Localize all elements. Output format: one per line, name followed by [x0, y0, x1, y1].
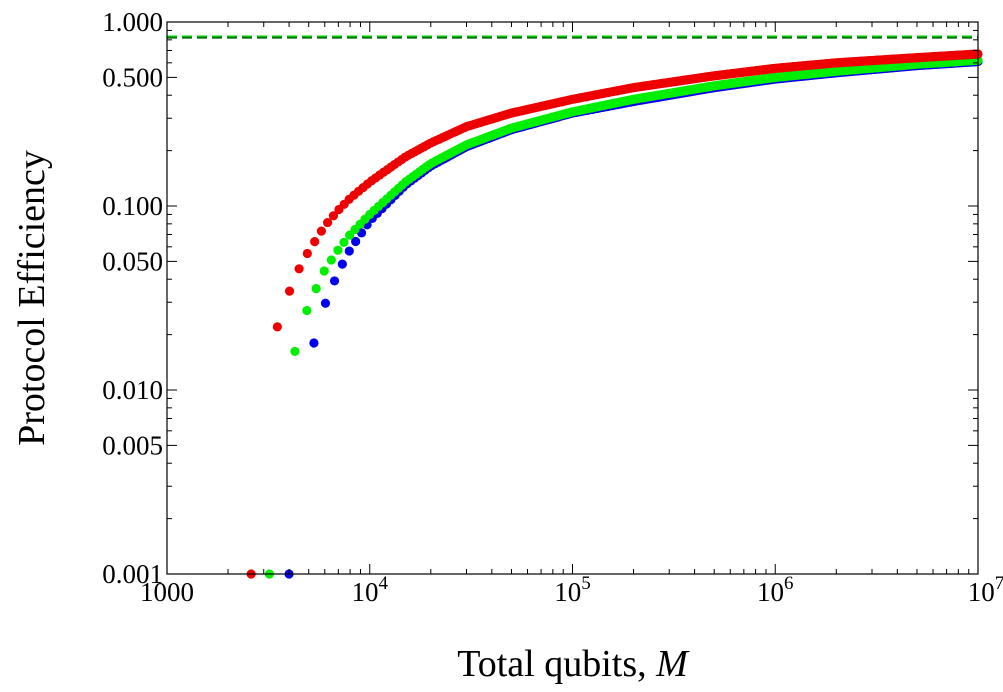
- data-point: [302, 305, 312, 316]
- y-tick-label: 0.010: [102, 375, 163, 405]
- x-tick-label: 107: [968, 573, 1003, 607]
- y-axis-label: Protocol Efficiency: [11, 150, 53, 446]
- data-point: [302, 248, 312, 259]
- tick-marks: [166, 22, 978, 575]
- data-point: [319, 266, 329, 276]
- x-axis-label-variable: M: [655, 643, 690, 685]
- y-tick-label: 0.100: [102, 191, 163, 221]
- x-tick-labels: 1000 104 105 106 107: [140, 573, 1003, 607]
- y-tick-label: 0.050: [102, 246, 163, 276]
- data-point: [326, 255, 336, 265]
- data-point: [333, 245, 343, 255]
- data-point: [320, 298, 331, 308]
- x-axis-label-text: Total qubits,: [457, 643, 656, 685]
- x-tick-label: 106: [757, 573, 794, 607]
- x-tick-label: 104: [352, 573, 389, 607]
- y-tick-label: 0.500: [102, 62, 163, 92]
- data-point: [310, 237, 320, 247]
- data-point: [328, 211, 339, 221]
- data-point: [272, 322, 282, 332]
- series-layer: [246, 49, 983, 579]
- data-point: [316, 226, 326, 236]
- x-tick-label: 1000: [140, 577, 194, 607]
- data-point: [339, 237, 349, 247]
- x-tick-label: 105: [554, 573, 591, 607]
- data-point: [309, 338, 319, 348]
- y-tick-labels: 0.001 0.005 0.010 0.050 0.100 0.500 1.000: [102, 7, 163, 589]
- x-axis-label: Total qubits, M: [457, 643, 690, 685]
- series-0: [284, 56, 983, 579]
- data-point: [323, 217, 333, 228]
- data-point: [351, 236, 361, 247]
- data-point: [337, 259, 347, 269]
- data-point: [284, 286, 295, 296]
- y-tick-label: 0.005: [102, 430, 163, 460]
- data-point: [329, 276, 340, 286]
- series-2: [246, 49, 983, 579]
- data-point: [311, 283, 321, 294]
- data-point: [344, 246, 354, 256]
- series-1: [264, 55, 983, 579]
- y-tick-label: 1.000: [102, 7, 163, 37]
- y-tick-label: 0.001: [102, 559, 163, 589]
- plot-frame: [166, 21, 979, 575]
- reference-lines: [167, 35, 978, 39]
- data-point: [294, 264, 304, 274]
- data-point: [290, 346, 300, 357]
